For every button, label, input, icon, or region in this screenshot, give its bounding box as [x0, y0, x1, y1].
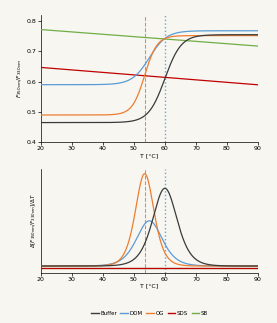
- X-axis label: T [°C]: T [°C]: [140, 153, 158, 158]
- Y-axis label: $F_{350nm}/F_{330nm}$: $F_{350nm}/F_{330nm}$: [15, 59, 24, 99]
- X-axis label: T [°C]: T [°C]: [140, 284, 158, 289]
- Y-axis label: $\Delta[F_{350nm}/F_{330nm}]/\Delta T$: $\Delta[F_{350nm}/F_{330nm}]/\Delta T$: [29, 193, 38, 248]
- Legend: Buffer, DDM, OG, SDS, SB: Buffer, DDM, OG, SDS, SB: [89, 309, 211, 318]
